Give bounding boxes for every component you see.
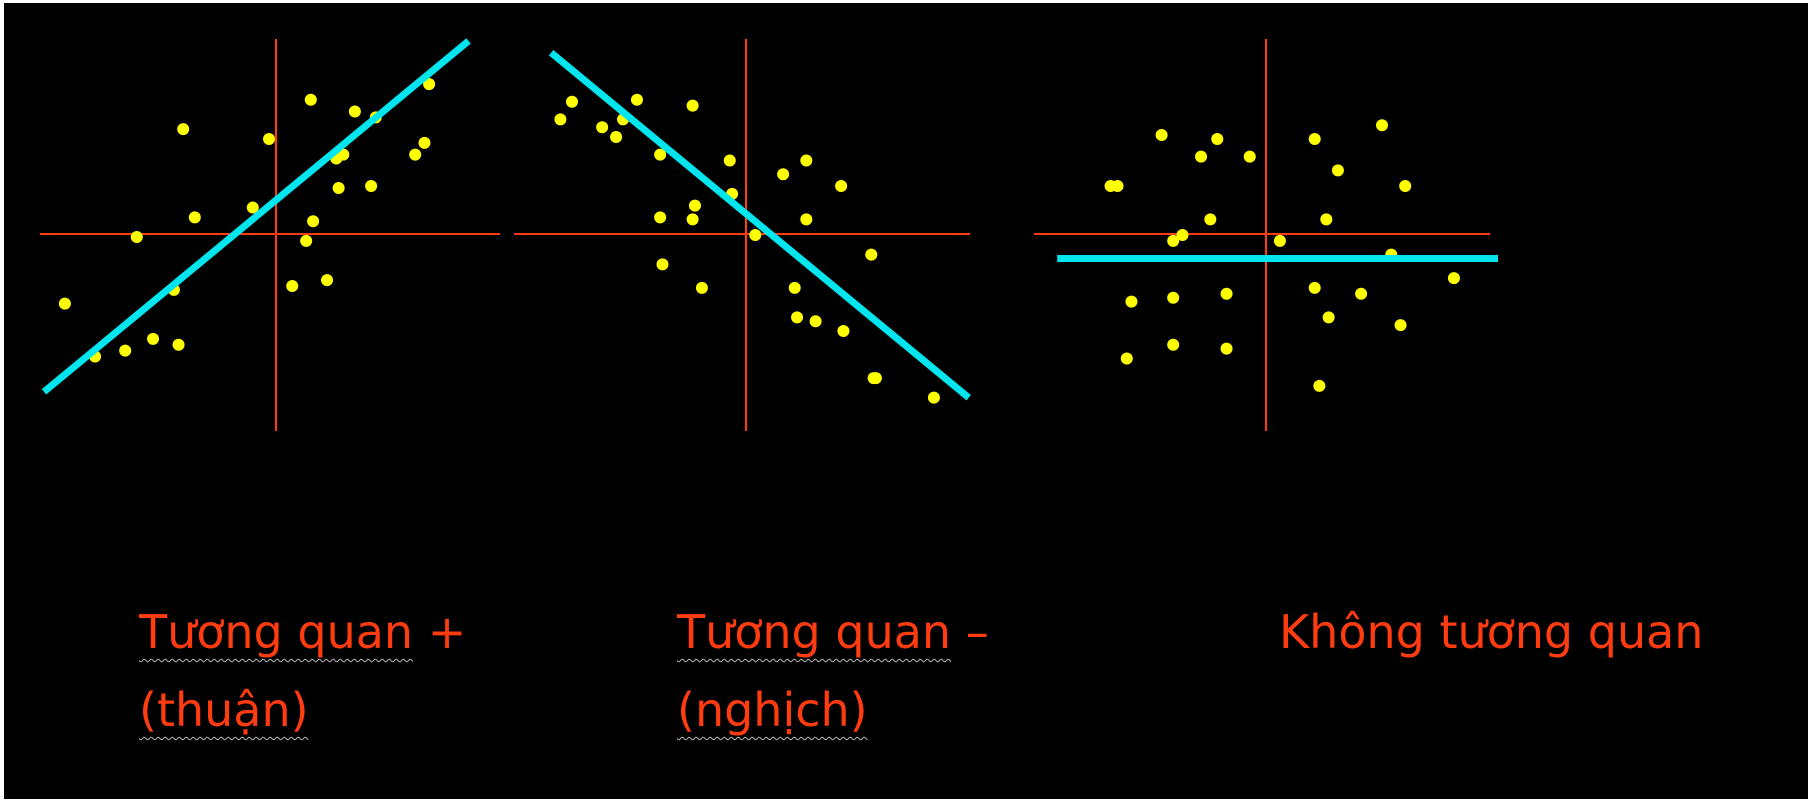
data-point	[365, 180, 378, 192]
caption-positive-correlation: Tương quan + (thuận)	[139, 593, 466, 749]
data-point	[1399, 180, 1412, 192]
data-point	[263, 132, 276, 145]
data-point	[332, 181, 345, 194]
data-point	[119, 344, 132, 357]
caption-line-2: (thuận)	[139, 671, 466, 749]
data-point	[423, 78, 436, 91]
data-point	[1204, 213, 1217, 226]
data-point	[58, 297, 71, 310]
data-point	[800, 213, 813, 226]
data-point	[1355, 287, 1368, 300]
data-point	[321, 274, 334, 287]
caption-negative-correlation: Tương quan – (nghịch)	[677, 593, 989, 749]
data-point	[686, 213, 699, 226]
data-point	[172, 338, 185, 351]
data-point	[723, 154, 736, 167]
data-point	[791, 311, 804, 324]
caption-sign: +	[413, 605, 467, 659]
data-point	[1320, 213, 1333, 226]
data-point	[409, 148, 422, 161]
data-point	[777, 168, 790, 181]
data-point	[749, 229, 762, 241]
data-point	[286, 279, 299, 292]
data-point	[147, 332, 160, 345]
data-point	[1104, 180, 1117, 192]
data-point	[1167, 291, 1180, 304]
data-point	[304, 93, 317, 106]
data-point	[1167, 234, 1180, 247]
data-point	[246, 201, 259, 214]
data-point	[1308, 281, 1321, 294]
data-point	[1125, 295, 1138, 308]
caption-direction-word: (thuận)	[139, 683, 309, 737]
data-point	[610, 131, 623, 143]
data-point	[566, 95, 578, 108]
data-point	[1220, 342, 1233, 355]
data-point	[177, 123, 190, 136]
caption-direction-word: (nghịch)	[677, 683, 868, 737]
data-point	[1220, 287, 1233, 300]
data-point	[1322, 311, 1335, 324]
caption-no-correlation: Không tương quan	[1279, 593, 1703, 671]
data-point	[300, 234, 313, 247]
data-point	[1243, 150, 1256, 163]
data-point	[688, 199, 701, 212]
data-point	[865, 248, 878, 261]
caption-line-1: Tương quan +	[139, 593, 466, 671]
data-point	[800, 154, 813, 167]
caption-line-2: (nghịch)	[677, 671, 989, 749]
data-point	[1376, 119, 1388, 132]
data-point	[418, 136, 431, 149]
data-point	[1394, 319, 1407, 332]
data-point	[867, 372, 880, 385]
data-point	[654, 211, 667, 224]
data-point	[554, 113, 567, 126]
scatter-figure	[40, 38, 1498, 431]
data-point	[630, 93, 643, 106]
caption-line-1: Tương quan –	[677, 593, 989, 671]
data-point	[1313, 379, 1326, 392]
data-point	[348, 105, 361, 118]
data-point	[1155, 129, 1168, 142]
data-point	[686, 99, 699, 112]
caption-underlined-term: Tương quan	[139, 605, 414, 659]
data-point	[809, 315, 822, 328]
caption-sign: –	[951, 605, 989, 659]
trend-line	[548, 50, 971, 401]
data-point	[130, 230, 143, 243]
data-point	[835, 180, 848, 192]
data-point	[1331, 164, 1344, 177]
slide: Tương quan + (thuận) Tương quan – (nghịc…	[4, 3, 1808, 799]
data-point	[1167, 338, 1180, 351]
caption-line-1: Không tương quan	[1279, 593, 1703, 671]
data-point	[307, 215, 320, 228]
caption-term: Không tương quan	[1279, 605, 1704, 659]
data-point	[1447, 272, 1460, 285]
data-point	[1176, 229, 1189, 241]
data-point	[1195, 150, 1208, 163]
data-point	[927, 391, 940, 404]
data-point	[695, 281, 708, 294]
data-point	[656, 258, 669, 271]
data-point	[837, 325, 850, 338]
data-point	[1120, 352, 1133, 365]
data-point	[1211, 132, 1224, 145]
data-point	[1273, 234, 1286, 247]
data-point	[1308, 132, 1321, 145]
data-point	[596, 121, 609, 134]
caption-underlined-term: Tương quan	[677, 605, 952, 659]
data-point	[788, 281, 801, 294]
data-point	[188, 211, 201, 224]
data-point	[654, 148, 667, 161]
trend-line	[41, 38, 471, 395]
